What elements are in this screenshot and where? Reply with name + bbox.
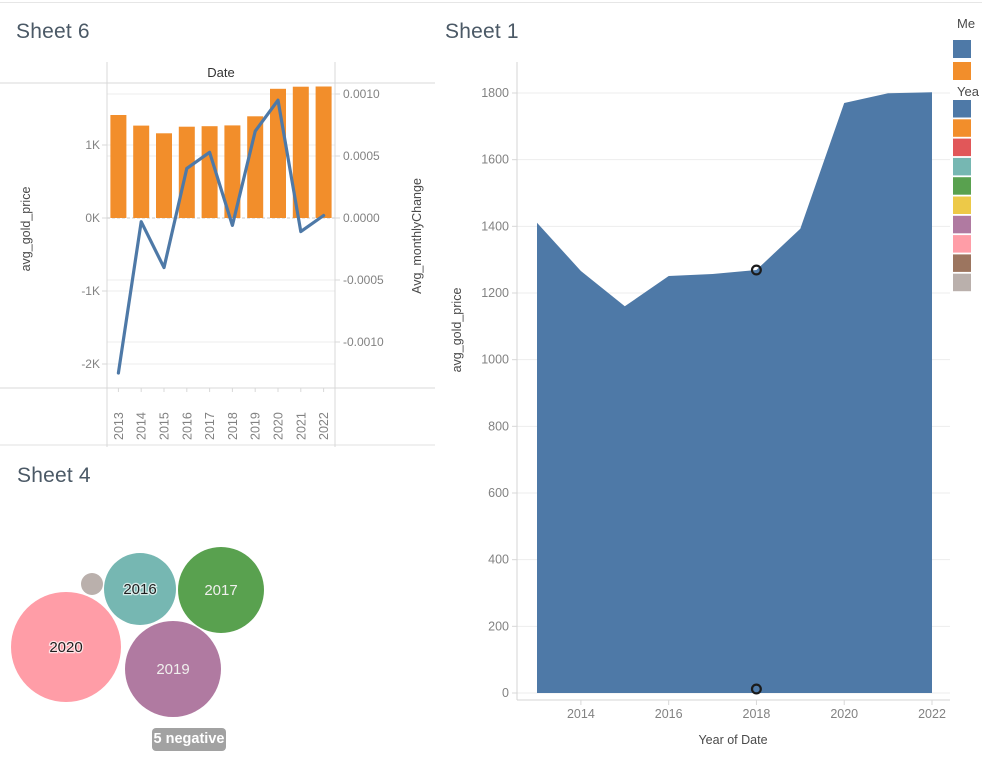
legend-year-swatch[interactable] <box>953 215 971 234</box>
sheet6-right-axis-title: Avg_monthlyChange <box>410 178 424 294</box>
x-axis-tick-label: 2022 <box>918 707 946 721</box>
sheet1-frame <box>516 62 950 701</box>
sheet6-marks <box>110 86 332 375</box>
x-axis-tick-label: 2014 <box>567 707 595 721</box>
y-axis-tick-label: 1000 <box>481 353 509 367</box>
window-top-border <box>0 2 982 3</box>
bubble-label: 2017 <box>204 582 237 599</box>
y-axis-tick-label: 1600 <box>481 153 509 167</box>
y-axis-tick-label: 0 <box>502 686 509 700</box>
x-axis-tick-label: 2020 <box>830 707 858 721</box>
legend-year-swatch[interactable] <box>953 254 971 272</box>
y-axis-tick-label: 600 <box>488 486 509 500</box>
x-axis-tick-label: 2019 <box>249 412 263 440</box>
bubble-annotation-badge: 5 negative <box>152 728 226 751</box>
monthlychange-line[interactable] <box>116 98 326 375</box>
sheet1-chart: avg_gold_price Year of Date 0 200 400 600 80… <box>450 16 980 747</box>
sheet1-tick-labels: 0 200 400 600 800 1000 1200 1400 1600 1800 2014 201… <box>481 86 946 721</box>
x-axis-tick-label: 2016 <box>180 412 194 440</box>
bubble-small[interactable] <box>81 573 103 595</box>
open-circle-marker[interactable] <box>750 264 762 276</box>
x-axis-tick-label: 2020 <box>272 412 286 440</box>
y-axis-tick-label: 1200 <box>481 286 509 300</box>
sheet1-y-axis-title: avg_gold_price <box>450 288 464 373</box>
bubble-2016[interactable] <box>104 553 176 625</box>
left-axis-tick-label: -1K <box>81 284 100 298</box>
right-axis-tick-label: 0.0005 <box>343 149 380 163</box>
bubble-2020[interactable] <box>11 592 121 702</box>
sheet1-x-axis-title: Year of Date <box>698 733 767 747</box>
sheet1-marks <box>537 92 932 695</box>
legend-year-swatch[interactable] <box>953 177 971 195</box>
right-axis-tick-label: -0.0005 <box>343 273 384 287</box>
legend-measure-swatch[interactable] <box>953 62 971 80</box>
y-axis-tick-label: 400 <box>488 553 509 567</box>
legend-year-swatch[interactable] <box>953 273 971 292</box>
sheet4-bubbles: 2016 2017 2020 2019 <box>11 547 264 717</box>
bar-2017[interactable] <box>201 126 218 218</box>
right-axis-tick-label: -0.0010 <box>343 335 384 349</box>
bubble-label: 2020 <box>49 639 82 656</box>
bar-2013[interactable] <box>110 115 127 218</box>
y-axis-tick-label: 1800 <box>481 86 509 100</box>
legend-year-swatch[interactable] <box>953 235 971 253</box>
bar-2021[interactable] <box>292 86 309 218</box>
legend-year-swatch[interactable] <box>953 119 971 137</box>
bubble-2017[interactable] <box>178 547 264 633</box>
legend-year-swatch[interactable] <box>953 157 971 176</box>
sheet1-title: Sheet 1 <box>445 20 519 43</box>
x-axis-tick-label: 2017 <box>203 412 217 440</box>
left-axis-tick-label: 1K <box>85 138 100 152</box>
bubble-2019[interactable] <box>125 621 221 717</box>
x-axis-tick-label: 2014 <box>135 412 149 440</box>
x-axis-tick-label: 2021 <box>294 412 308 440</box>
x-axis-tick-label: 2018 <box>226 412 240 440</box>
legend-year-swatch[interactable] <box>953 100 971 118</box>
gold-price-area[interactable] <box>537 92 932 694</box>
x-axis-tick-label: 2022 <box>317 412 331 440</box>
y-axis-tick-label: 800 <box>488 419 509 433</box>
bar-2022[interactable] <box>315 86 332 219</box>
open-circle-marker[interactable] <box>750 683 762 695</box>
sheet6-left-axis-title: avg_gold_price <box>19 187 33 272</box>
sheet4-chart: 2016 2017 2020 2019 <box>11 547 264 717</box>
left-axis-tick-label: -2K <box>81 357 100 371</box>
legend-measure-header: Me <box>957 16 975 31</box>
legend-year-swatch[interactable] <box>953 138 971 157</box>
bar-2018[interactable] <box>224 125 241 218</box>
y-axis-tick-label: 200 <box>488 619 509 633</box>
sheet6-chart: Date avg_gold_price Avg_monthlyChange 1K… <box>0 62 435 447</box>
legend-year-header: Yea <box>957 84 980 99</box>
bubble-label: 2016 <box>123 581 156 598</box>
legend-measure-swatch[interactable] <box>953 40 971 58</box>
legend-swatches <box>953 40 971 292</box>
sheet6-date-header: Date <box>207 65 234 80</box>
sheet6-title: Sheet 6 <box>16 20 90 43</box>
bubble-label: 2019 <box>156 661 189 678</box>
left-axis-tick-label: 0K <box>85 211 100 225</box>
sheet6-frame <box>0 62 435 447</box>
x-axis-tick-label: 2015 <box>158 412 172 440</box>
x-axis-tick-label: 2013 <box>112 412 126 440</box>
bar-2015[interactable] <box>156 133 172 218</box>
right-axis-tick-label: 0.0000 <box>343 211 380 225</box>
x-axis-tick-label: 2018 <box>743 707 771 721</box>
sheet6-tick-labels: 1K 0K -1K -2K 0.0010 0.0005 0.0000 -0.0005 -0.00… <box>81 87 384 440</box>
legend-year-swatch[interactable] <box>953 196 971 215</box>
y-axis-tick-label: 1400 <box>481 219 509 233</box>
sheet4-title: Sheet 4 <box>17 464 91 487</box>
bar-2014[interactable] <box>133 125 150 218</box>
x-axis-tick-label: 2016 <box>655 707 683 721</box>
right-axis-tick-label: 0.0010 <box>343 87 380 101</box>
